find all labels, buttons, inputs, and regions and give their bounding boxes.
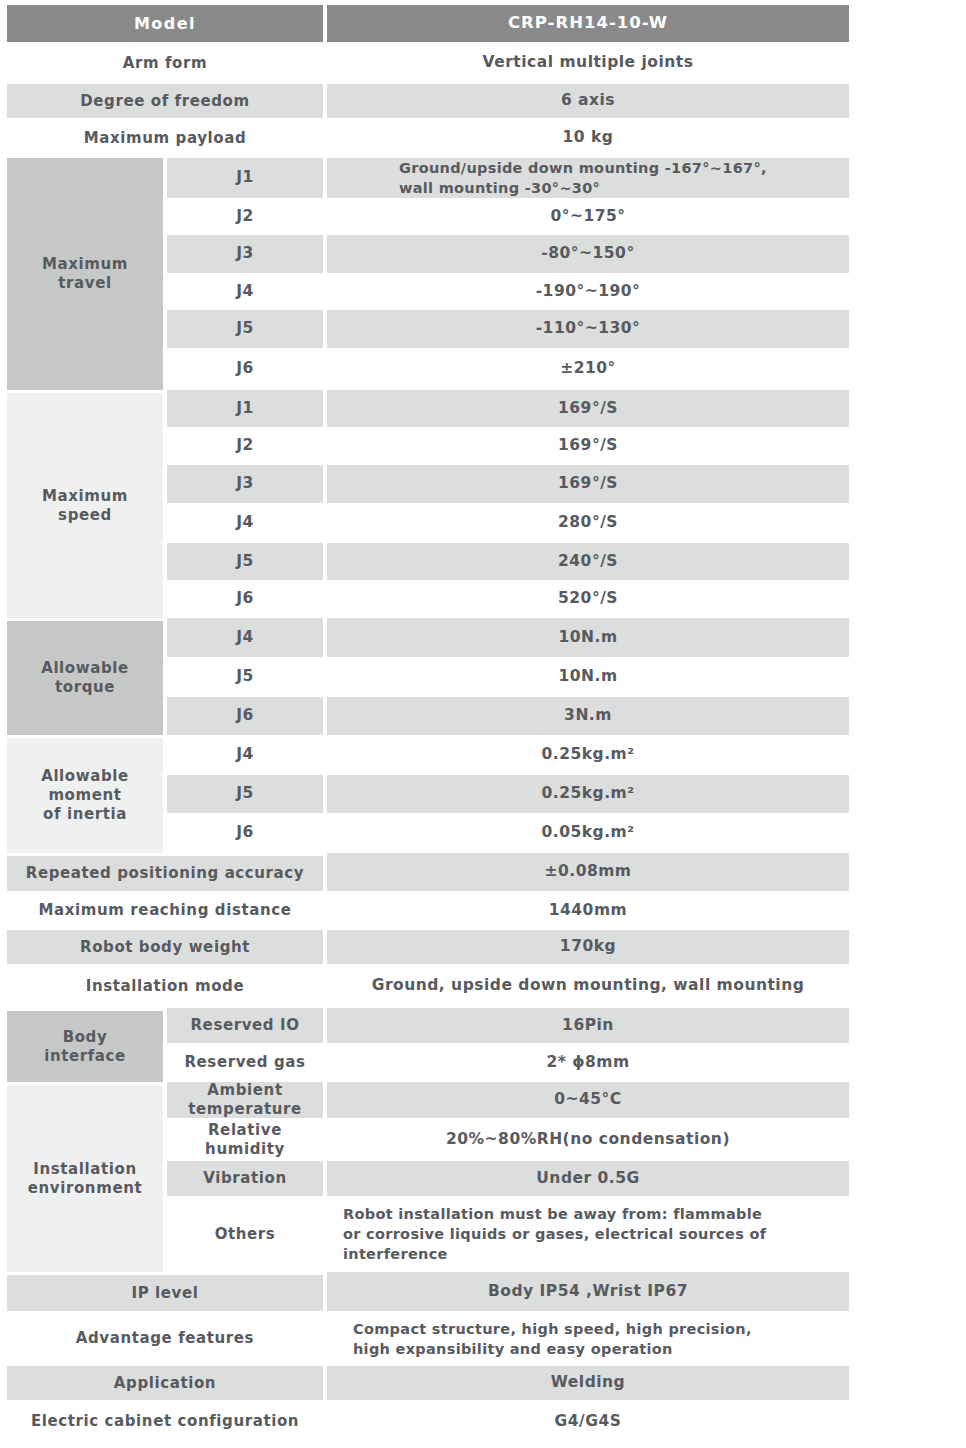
row-degree-of-freedom-label: Degree of freedom — [7, 84, 323, 118]
inertia-j6-label: J6 — [167, 813, 323, 853]
travel-j1-label: J1 — [167, 158, 323, 198]
environment-ambient-temperature-value: 0~45°C — [327, 1082, 849, 1118]
row-electric-cabinet-configuration-value: G4/G4S — [327, 1400, 849, 1443]
row-repeated-positioning-accuracy-value: ±0.08mm — [327, 853, 849, 891]
inertia-j5-value: 0.25kg.m² — [327, 775, 849, 813]
speed-j1-label: J1 — [167, 390, 323, 427]
inertia-j6-value: 0.05kg.m² — [327, 813, 849, 853]
row-ip-level-label: IP level — [7, 1272, 323, 1311]
speed-j3-label: J3 — [167, 465, 323, 503]
row-robot-body-weight-value: 170kg — [327, 930, 849, 964]
torque-j6-value: 3N.m — [327, 697, 849, 735]
travel-j5-value: -110°~130° — [327, 310, 849, 348]
travel-j4-value: -190°~190° — [327, 273, 849, 310]
spec-table: Model CRP-RH14-10-W Arm form Vertical mu… — [7, 5, 849, 1443]
torque-j4-value: 10N.m — [327, 618, 849, 657]
row-advantage-features-value: Compact structure, high speed, high prec… — [327, 1311, 849, 1366]
header-model-value: CRP-RH14-10-W — [327, 5, 849, 42]
body-interface-reserved-io-value: 16Pin — [327, 1008, 849, 1043]
speed-j5-label: J5 — [167, 543, 323, 580]
row-arm-form-value: Vertical multiple joints — [327, 42, 849, 84]
speed-j3-value: 169°/S — [327, 465, 849, 503]
row-degree-of-freedom-value: 6 axis — [327, 84, 849, 118]
inertia-j5-label: J5 — [167, 775, 323, 813]
travel-j6-label: J6 — [167, 348, 323, 390]
row-installation-mode-label: Installation mode — [7, 964, 323, 1008]
environment-others-value: Robot installation must be away from: fl… — [327, 1196, 849, 1272]
body-interface-reserved-gas-label: Reserved gas — [167, 1043, 323, 1082]
speed-j6-label: J6 — [167, 580, 323, 618]
row-arm-form-label: Arm form — [7, 42, 323, 84]
environment-ambient-temperature-label: Ambient temperature — [167, 1082, 323, 1118]
row-maximum-payload-value: 10 kg — [327, 118, 849, 158]
speed-j5-value: 240°/S — [327, 543, 849, 580]
travel-j2-value: 0°~175° — [327, 198, 849, 235]
header-model-label: Model — [7, 5, 323, 42]
environment-vibration-label: Vibration — [167, 1161, 323, 1196]
row-application-label: Application — [7, 1366, 323, 1400]
speed-j2-label: J2 — [167, 427, 323, 465]
body-interface-reserved-gas-value: 2* ϕ8mm — [327, 1043, 849, 1082]
body-interface-reserved-io-label: Reserved IO — [167, 1008, 323, 1043]
row-advantage-features-label: Advantage features — [7, 1311, 323, 1366]
environment-relative-humidity-label: Relative humidity — [167, 1118, 323, 1161]
row-robot-body-weight-label: Robot body weight — [7, 930, 323, 964]
speed-j4-value: 280°/S — [327, 503, 849, 543]
group-maximum-speed-label: Maximum speed — [7, 390, 163, 618]
group-body-interface-label: Body interface — [7, 1008, 163, 1082]
speed-j1-value: 169°/S — [327, 390, 849, 427]
travel-j4-label: J4 — [167, 273, 323, 310]
travel-j3-value: -80°~150° — [327, 235, 849, 273]
travel-j1-value: Ground/upside down mounting -167°~167°, … — [327, 158, 849, 198]
inertia-j4-label: J4 — [167, 735, 323, 775]
speed-j6-value: 520°/S — [327, 580, 849, 618]
row-application-value: Welding — [327, 1366, 849, 1400]
torque-j5-value: 10N.m — [327, 657, 849, 697]
environment-others-label: Others — [167, 1196, 323, 1272]
environment-vibration-value: Under 0.5G — [327, 1161, 849, 1196]
row-installation-mode-value: Ground, upside down mounting, wall mount… — [327, 964, 849, 1008]
group-installation-environment-label: Installation environment — [7, 1082, 163, 1272]
speed-j2-value: 169°/S — [327, 427, 849, 465]
environment-relative-humidity-value: 20%~80%RH(no condensation) — [327, 1118, 849, 1161]
row-electric-cabinet-configuration-label: Electric cabinet configuration — [7, 1400, 323, 1443]
torque-j5-label: J5 — [167, 657, 323, 697]
travel-j2-label: J2 — [167, 198, 323, 235]
torque-j4-label: J4 — [167, 618, 323, 657]
inertia-j4-value: 0.25kg.m² — [327, 735, 849, 775]
travel-j6-value: ±210° — [327, 348, 849, 390]
travel-j3-label: J3 — [167, 235, 323, 273]
row-maximum-reaching-distance-value: 1440mm — [327, 891, 849, 930]
torque-j6-label: J6 — [167, 697, 323, 735]
row-maximum-payload-label: Maximum payload — [7, 118, 323, 158]
speed-j4-label: J4 — [167, 503, 323, 543]
row-repeated-positioning-accuracy-label: Repeated positioning accuracy — [7, 853, 323, 891]
group-maximum-travel-label: Maximum travel — [7, 158, 163, 390]
row-maximum-reaching-distance-label: Maximum reaching distance — [7, 891, 323, 930]
group-allowable-torque-label: Allowable torque — [7, 618, 163, 735]
travel-j5-label: J5 — [167, 310, 323, 348]
group-allowable-moment-of-inertia-label: Allowable moment of inertia — [7, 735, 163, 853]
row-ip-level-value: Body IP54 ,Wrist IP67 — [327, 1272, 849, 1311]
